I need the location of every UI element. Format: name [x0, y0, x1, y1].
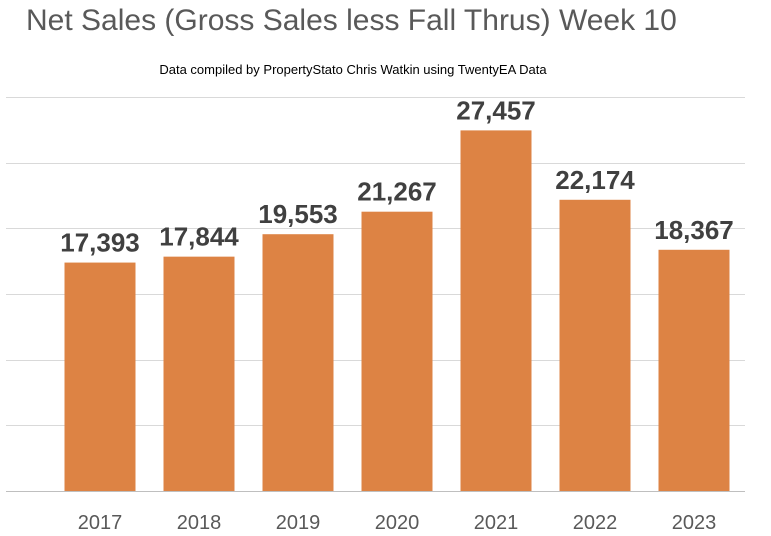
- x-tick-label-2017: 2017: [78, 512, 123, 534]
- data-label-2017: 17,393: [60, 228, 140, 258]
- chart-title: Net Sales (Gross Sales less Fall Thrus) …: [26, 4, 677, 37]
- bar-2023: [658, 249, 730, 491]
- data-label-2021: 27,457: [456, 95, 536, 125]
- data-label-2018: 17,844: [159, 222, 239, 252]
- bar-2021: [460, 130, 532, 491]
- bar-2019: [262, 234, 334, 492]
- data-label-2020: 21,267: [357, 177, 437, 207]
- x-tick-label-2019: 2019: [276, 512, 321, 534]
- data-label-2022: 22,174: [555, 165, 635, 195]
- data-label-2023: 18,367: [654, 215, 734, 245]
- x-tick-label-2023: 2023: [672, 512, 717, 534]
- x-tick-label-2018: 2018: [177, 512, 222, 534]
- x-tick-label-2021: 2021: [474, 512, 519, 534]
- bar-2018: [163, 256, 235, 491]
- data-label-2019: 19,553: [258, 199, 338, 229]
- x-tick-label-2022: 2022: [573, 512, 618, 534]
- x-axis-ticks: 2017 2018 2019 2020 2021 2022 2023: [78, 512, 717, 534]
- bar-2017: [64, 262, 136, 491]
- bar-2022: [559, 199, 631, 491]
- chart-subtitle: Data compiled by PropertyStato Chris Wat…: [159, 62, 547, 77]
- x-tick-label-2020: 2020: [375, 512, 420, 534]
- bar-2020: [361, 211, 433, 491]
- bars: [64, 130, 730, 492]
- data-labels: 17,393 17,844 19,553 21,267 27,457 22,174 18,3…: [60, 95, 734, 257]
